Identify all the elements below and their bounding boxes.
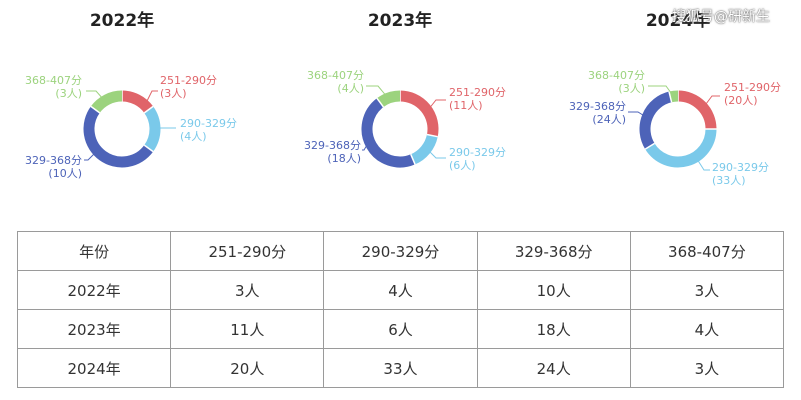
donut-slice — [677, 90, 717, 130]
slice-category-label: 290-329分 — [712, 161, 769, 174]
slice-value-label: (3人) — [618, 82, 645, 95]
slice-value-label: (10人) — [48, 167, 82, 180]
slice-category-label: 329-368分 — [304, 139, 361, 152]
slice-category-label: 368-407分 — [307, 69, 364, 82]
table-cell: 11人 — [170, 309, 325, 349]
slice-value-label: (33人) — [712, 174, 746, 187]
table-cell: 3人 — [629, 348, 785, 388]
leader-line — [427, 99, 446, 111]
donut-slice — [90, 90, 123, 114]
table-row: 2024年 20人 33人 24人 3人 — [16, 348, 785, 388]
slice-category-label: 290-329分 — [449, 146, 506, 159]
table-cell: 20人 — [170, 348, 325, 388]
donut-slice — [144, 106, 161, 152]
table-cell: 3人 — [170, 270, 325, 310]
donut-charts: 2022年251-290分(3人)290-329分(4人)329-368分(10… — [25, 10, 781, 187]
donut-slice — [83, 106, 154, 168]
table-cell: 2023年 — [16, 309, 172, 349]
slice-value-label: (3人) — [55, 87, 82, 100]
leader-line — [628, 111, 647, 118]
slice-separator — [90, 105, 101, 114]
slice-separator — [376, 97, 385, 108]
donut-slice — [376, 90, 401, 108]
donut-slice — [639, 91, 672, 150]
leader-line — [145, 90, 158, 104]
slice-separator — [143, 144, 154, 153]
table-cell: 2022年 — [16, 270, 172, 310]
table-cell: 10人 — [476, 270, 631, 310]
leader-line — [84, 151, 97, 161]
table-cell: 2024年 — [16, 348, 172, 388]
leader-line — [366, 85, 389, 99]
donut-slice — [361, 98, 416, 168]
table-cell: 6人 — [323, 309, 478, 349]
leader-line — [705, 95, 720, 105]
slice-separator — [668, 91, 673, 103]
leader-line — [648, 85, 675, 98]
slice-value-label: (11人) — [449, 99, 483, 112]
data-table: 年份 251-290分 290-329分 329-368分 368-407分 2… — [16, 231, 785, 388]
slice-value-label: (4人) — [180, 130, 207, 143]
leader-line — [86, 90, 105, 101]
chart-title: 2022年 — [90, 10, 154, 31]
donut-slice — [645, 128, 717, 168]
donut-slice — [399, 90, 439, 137]
header-cell: 251-290分 — [170, 231, 325, 271]
slice-separator — [426, 133, 438, 138]
slice-category-label: 251-290分 — [724, 81, 781, 94]
leader-line — [427, 149, 446, 159]
slice-value-label: (4人) — [337, 82, 364, 95]
leader-line — [696, 158, 710, 171]
table-cell: 4人 — [629, 309, 785, 349]
table-cell: 24人 — [476, 348, 631, 388]
slice-category-label: 329-368分 — [569, 100, 626, 113]
slice-value-label: (3人) — [160, 87, 187, 100]
header-cell: 年份 — [16, 231, 172, 271]
slice-category-label: 368-407分 — [588, 69, 645, 82]
watermark: 搜狐号@研新生 — [672, 9, 770, 25]
slice-value-label: (6人) — [449, 159, 476, 172]
slice-category-label: 329-368分 — [25, 154, 82, 167]
table-cell: 18人 — [476, 309, 631, 349]
slice-value-label: (24人) — [592, 113, 626, 126]
chart-title: 2023年 — [368, 10, 432, 31]
donut-slice — [121, 90, 154, 114]
header-cell: 329-368分 — [476, 231, 631, 271]
leader-line — [362, 139, 371, 151]
slice-category-label: 368-407分 — [25, 74, 82, 87]
slice-separator — [143, 105, 154, 114]
table-row: 2022年 3人 4人 10人 3人 — [16, 270, 785, 310]
table-cell: 33人 — [323, 348, 478, 388]
donut-slice — [410, 134, 438, 165]
table-cell: 4人 — [323, 270, 478, 310]
table-row: 2023年 11人 6人 18人 4人 — [16, 309, 785, 349]
header-cell: 368-407分 — [629, 231, 785, 271]
header-cell: 290-329分 — [323, 231, 478, 271]
slice-value-label: (20人) — [724, 94, 758, 107]
slice-separator — [410, 154, 416, 165]
slice-category-label: 290-329分 — [180, 117, 237, 130]
slice-category-label: 251-290分 — [449, 86, 506, 99]
chart-title: 2024年 — [646, 10, 710, 31]
slice-value-label: (18人) — [327, 152, 361, 165]
slice-category-label: 251-290分 — [160, 74, 217, 87]
table-cell: 3人 — [629, 270, 785, 310]
table-header-row: 年份 251-290分 290-329分 329-368分 368-407分 — [16, 231, 785, 271]
slice-separator — [644, 142, 655, 150]
